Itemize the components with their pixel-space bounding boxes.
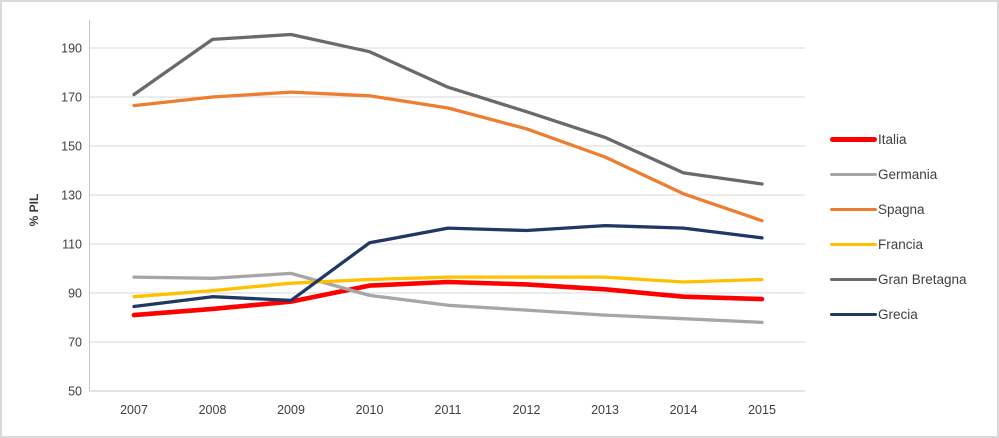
x-tick-label: 2009 xyxy=(277,403,305,417)
legend-label: Grecia xyxy=(878,306,918,322)
x-tick-label: 2011 xyxy=(435,403,462,417)
y-tick-label: 110 xyxy=(62,238,82,252)
legend-item-gran-bretagna: Gran Bretagna xyxy=(830,262,967,297)
chart-legend: Italia Germania Spagna Francia Gran Bretagna… xyxy=(830,122,967,332)
series-line-gran-bretagna xyxy=(132,32,764,186)
legend-label: Italia xyxy=(878,131,907,147)
series-line-italia xyxy=(131,279,765,318)
legend-item-germania: Germania xyxy=(830,157,967,192)
series-line-spagna xyxy=(132,90,764,223)
y-tick-label: 70 xyxy=(68,336,82,350)
y-tick-label: 190 xyxy=(61,42,82,56)
legend-swatch-spagna xyxy=(830,207,877,212)
y-tick-label: 50 xyxy=(68,385,82,399)
legend-item-italia: Italia xyxy=(830,122,967,157)
x-tick-label: 2008 xyxy=(199,403,227,417)
x-tick-label: 2014 xyxy=(670,403,698,417)
legend-swatch-gran-bretagna xyxy=(830,277,877,282)
legend-swatch-italia xyxy=(830,136,877,143)
x-tick-label: 2007 xyxy=(120,403,148,417)
y-tick-label: 150 xyxy=(61,140,82,154)
x-tick-label: 2010 xyxy=(356,403,384,417)
legend-swatch-grecia xyxy=(830,312,877,317)
series-line-germania xyxy=(132,271,764,325)
legend-item-francia: Francia xyxy=(830,227,967,262)
y-tick-label: 170 xyxy=(61,91,82,105)
legend-label: Spagna xyxy=(878,201,925,217)
x-tick-label: 2013 xyxy=(591,403,619,417)
legend-item-grecia: Grecia xyxy=(830,297,967,332)
series-line-grecia xyxy=(132,223,764,309)
legend-item-spagna: Spagna xyxy=(830,192,967,227)
legend-swatch-francia xyxy=(830,242,877,247)
legend-label: Francia xyxy=(878,236,924,252)
legend-swatch-germania xyxy=(830,172,877,177)
legend-label: Germania xyxy=(878,166,938,182)
y-axis-title: % PIL xyxy=(27,194,41,227)
x-tick-label: 2012 xyxy=(513,403,541,417)
x-tick-label: 2015 xyxy=(748,403,776,417)
series-line-francia xyxy=(132,275,764,299)
legend-label: Gran Bretagna xyxy=(878,271,967,287)
y-tick-label: 130 xyxy=(61,189,82,203)
y-tick-label: 90 xyxy=(68,287,82,301)
